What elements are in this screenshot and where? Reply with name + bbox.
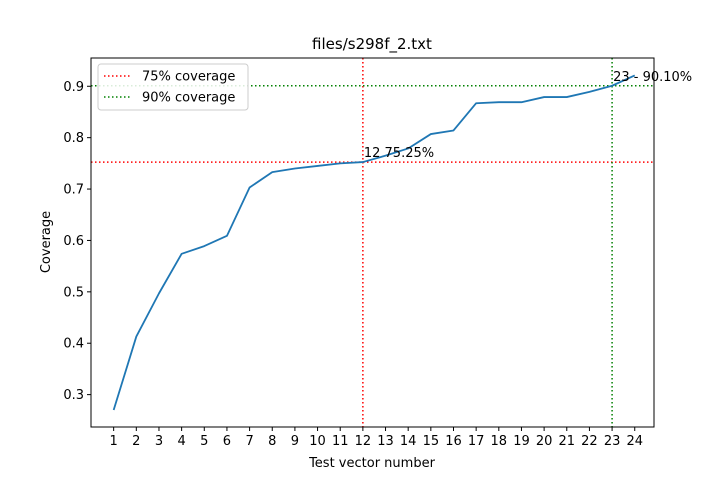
x-tick-label: 4 [177,434,185,449]
x-tick-label: 21 [559,434,576,449]
legend-box [97,63,249,111]
x-tick-label: 11 [332,434,349,449]
x-tick-label: 24 [626,434,643,449]
legend: 75% coverage 90% coverage [97,63,249,111]
x-tick-label: 13 [377,434,394,449]
annotation-1: 23 - 90.10% [613,70,692,85]
x-tick-label: 1 [110,434,118,449]
x-axis-label: Test vector number [308,456,435,471]
x-tick-label: 8 [268,434,276,449]
y-tick-label: 0.9 [63,80,84,95]
legend-label-75: 75% coverage [142,70,235,85]
y-tick-label: 0.6 [63,234,84,249]
series-line-0 [112,74,636,411]
x-tick-label: 2 [132,434,140,449]
y-axis-label: Coverage [39,211,54,273]
y-tick-label: 0.4 [63,337,84,352]
annotation-0: 12 75.25% [364,146,434,161]
x-tick-label: 23 [604,434,621,449]
reference-lines [91,58,654,427]
y-tick-label: 0.3 [63,388,84,403]
x-axis: 1 2 3 4 5 6 7 8 9 10 11 12 13 14 15 16 17 18 19 20 21 22 23 24 [110,427,643,449]
x-tick-label: 17 [468,434,485,449]
y-tick-label: 0.8 [63,131,84,146]
y-tick-label: 0.5 [63,285,84,300]
plot-area: 12 75.25% 23 - 90.10% [90,57,692,428]
chart-title: files/s298f_2.txt [312,35,432,54]
y-tick-label: 0.7 [63,183,84,198]
annotation-layer: 12 75.25% 23 - 90.10% [364,70,692,161]
x-tick-label: 20 [536,434,553,449]
x-tick-label: 5 [200,434,208,449]
x-tick-label: 3 [155,434,163,449]
legend-label-90: 90% coverage [142,91,235,106]
x-tick-label: 18 [491,434,508,449]
x-tick-label: 10 [309,434,326,449]
x-tick-label: 16 [445,434,462,449]
y-axis: 0.3 0.4 0.5 0.6 0.7 0.8 0.9 [63,80,91,403]
series-layer [112,74,636,411]
x-tick-label: 12 [355,434,372,449]
x-tick-label: 14 [400,434,417,449]
x-tick-label: 7 [245,434,253,449]
x-tick-label: 9 [291,434,299,449]
x-tick-label: 6 [223,434,231,449]
x-tick-label: 19 [513,434,530,449]
x-tick-label: 22 [581,434,598,449]
x-tick-label: 15 [423,434,440,449]
plot-frame [90,57,655,428]
